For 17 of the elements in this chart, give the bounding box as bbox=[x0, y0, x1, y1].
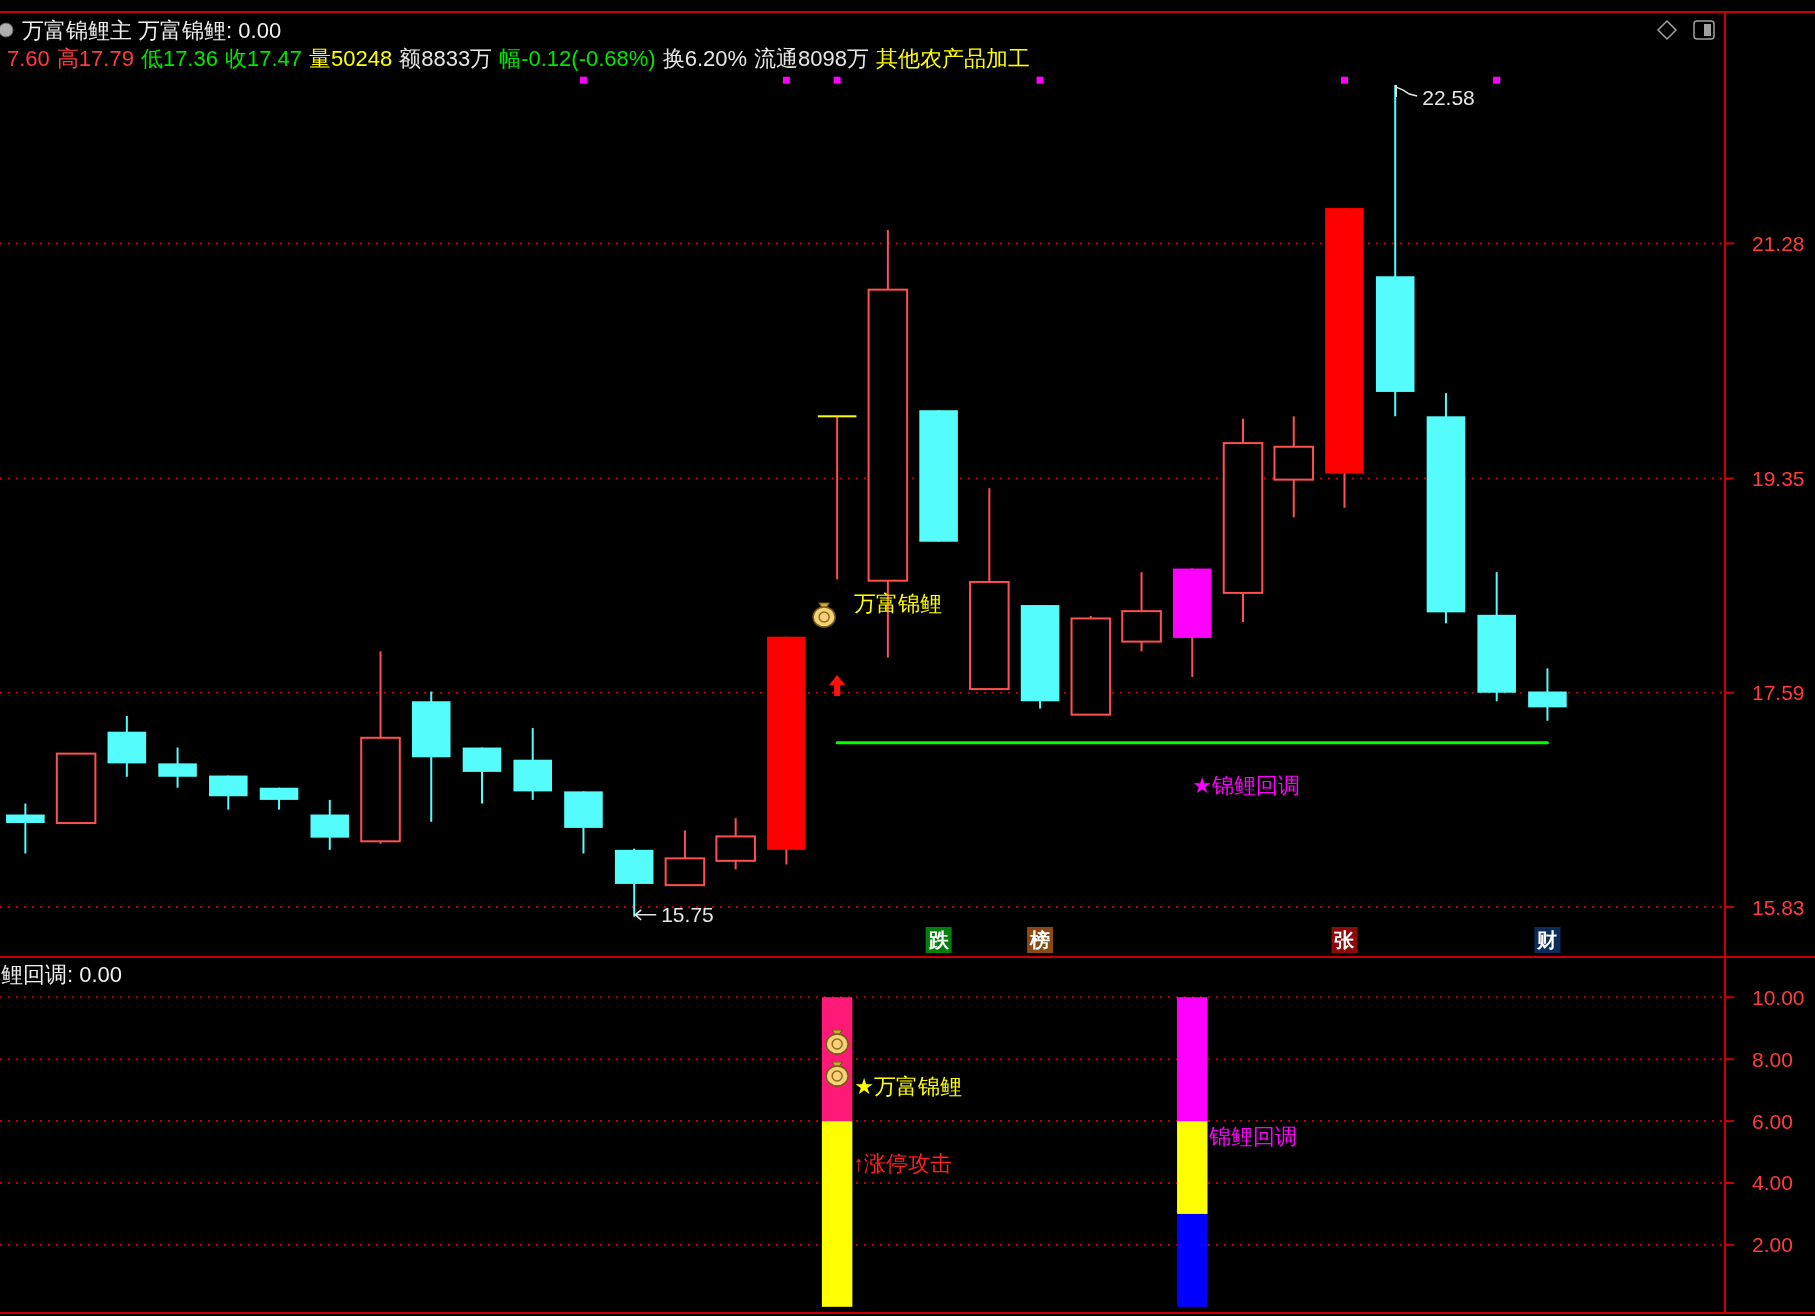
chart-title: 鲤回调: 0.00 bbox=[1, 961, 123, 987]
bar bbox=[1177, 1213, 1208, 1307]
y-tick-label: 4.00 bbox=[1752, 1171, 1793, 1195]
bar bbox=[1177, 1121, 1208, 1214]
y-tick-label: 21.28 bbox=[1752, 231, 1805, 255]
y-tick-label: 15.83 bbox=[1752, 895, 1805, 919]
y-tick-label: 19.35 bbox=[1752, 466, 1805, 490]
bar bbox=[1177, 997, 1208, 1122]
annotation: ★万富锦鲤 bbox=[854, 1073, 962, 1099]
y-tick-label: 8.00 bbox=[1752, 1047, 1793, 1071]
annotation: ↑涨停攻击 bbox=[853, 1150, 953, 1176]
annotation: 锦鲤回调 bbox=[1208, 1123, 1298, 1149]
y-tick-label: 6.00 bbox=[1752, 1109, 1793, 1133]
y-tick-label: 17.59 bbox=[1752, 681, 1805, 705]
y-tick-label: 10.00 bbox=[1752, 985, 1805, 1009]
y-tick-label: 2.00 bbox=[1752, 1233, 1793, 1257]
bar bbox=[821, 1121, 853, 1307]
